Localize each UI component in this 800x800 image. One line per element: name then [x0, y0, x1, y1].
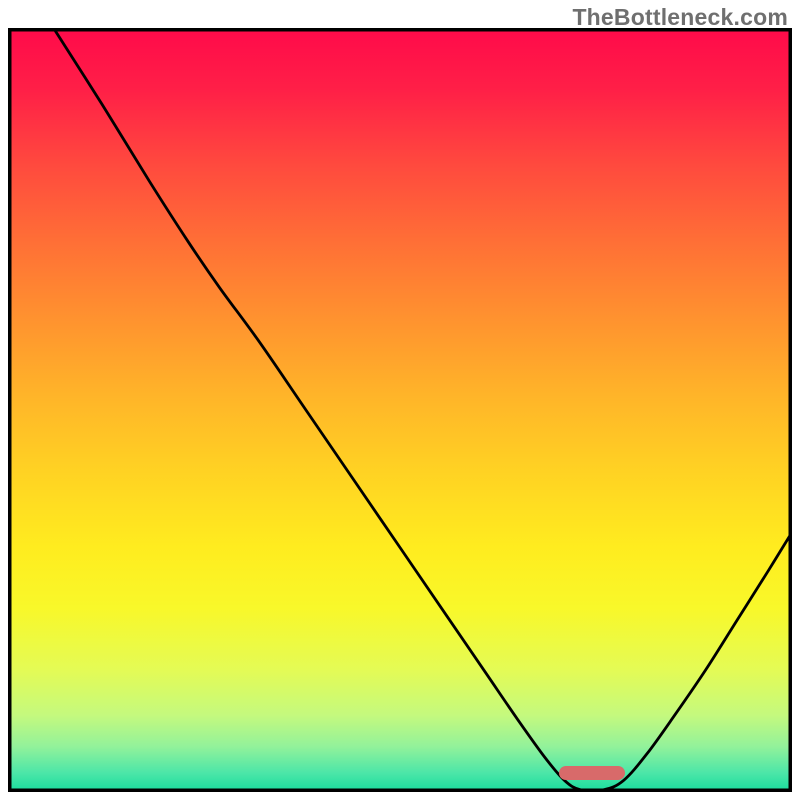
chart-frame: TheBottleneck.com [0, 0, 800, 800]
watermark-text: TheBottleneck.com [572, 4, 788, 31]
chart-svg [8, 28, 792, 792]
optimal-marker [559, 766, 626, 780]
plot-area [8, 28, 792, 792]
